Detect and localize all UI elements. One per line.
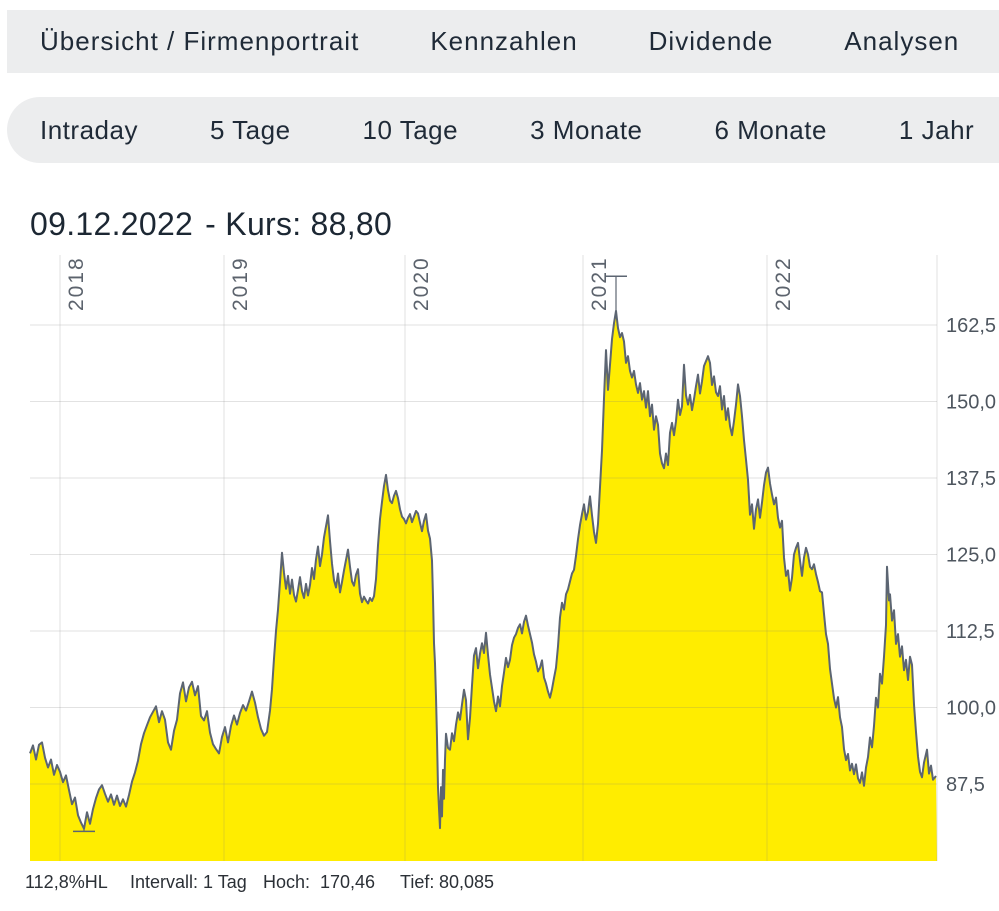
period-10-tage[interactable]: 10 Tage — [362, 114, 459, 145]
period-1-jahr[interactable]: 1 Jahr — [898, 114, 975, 145]
period-6-monate[interactable]: 6 Monate — [714, 114, 827, 145]
tief-label: Tief: — [400, 872, 435, 892]
quote-line: 09.12.2022 - Kurs: 88,80 — [30, 206, 392, 243]
y-axis-tick-label: 100,0 — [946, 698, 996, 720]
price-line — [29, 309, 937, 830]
y-axis-tick-label: 125,0 — [946, 545, 996, 567]
quote-kurs-label: - Kurs: — [205, 206, 302, 242]
page-tabs-bar: Übersicht / Firmenportrait Kennzahlen Di… — [7, 10, 999, 73]
y-axis-tick-label: 150,0 — [946, 392, 996, 414]
quote-kurs-value: 88,80 — [310, 206, 393, 242]
hoch-value: 170,46 — [320, 872, 376, 892]
y-axis-tick-label: 87,5 — [946, 774, 985, 796]
x-axis-year-label: 2021 — [588, 256, 611, 311]
tab-analysen[interactable]: Analysen — [844, 26, 960, 56]
period-selector-bar: Intraday 5 Tage 10 Tage 3 Monate 6 Monat… — [7, 97, 999, 163]
tab-dividende[interactable]: Dividende — [648, 26, 774, 56]
period-3-monate[interactable]: 3 Monate — [530, 114, 643, 145]
x-axis-year-label: 2019 — [229, 256, 252, 311]
x-axis-year-label: 2018 — [65, 256, 88, 311]
period-5-tage[interactable]: 5 Tage — [209, 114, 291, 145]
hl-percent-value: 112,8%HL — [25, 872, 108, 892]
period-intraday[interactable]: Intraday — [40, 114, 138, 145]
tief-value: 80,085 — [439, 872, 495, 892]
y-axis-tick-label: 162,5 — [946, 315, 996, 337]
y-axis-tick-label: 112,5 — [946, 621, 995, 643]
x-axis-year-label: 2020 — [410, 256, 433, 311]
y-axis-tick-label: 137,5 — [946, 468, 996, 490]
quote-date: 09.12.2022 — [30, 206, 194, 242]
tab-uebersicht-firmenportrait[interactable]: Übersicht / Firmenportrait — [40, 26, 360, 56]
x-axis-year-label: 2022 — [772, 256, 795, 311]
hoch-label: Hoch: — [263, 872, 311, 892]
tab-kennzahlen[interactable]: Kennzahlen — [430, 26, 578, 56]
interval-label: Intervall: 1 Tag — [130, 872, 247, 892]
